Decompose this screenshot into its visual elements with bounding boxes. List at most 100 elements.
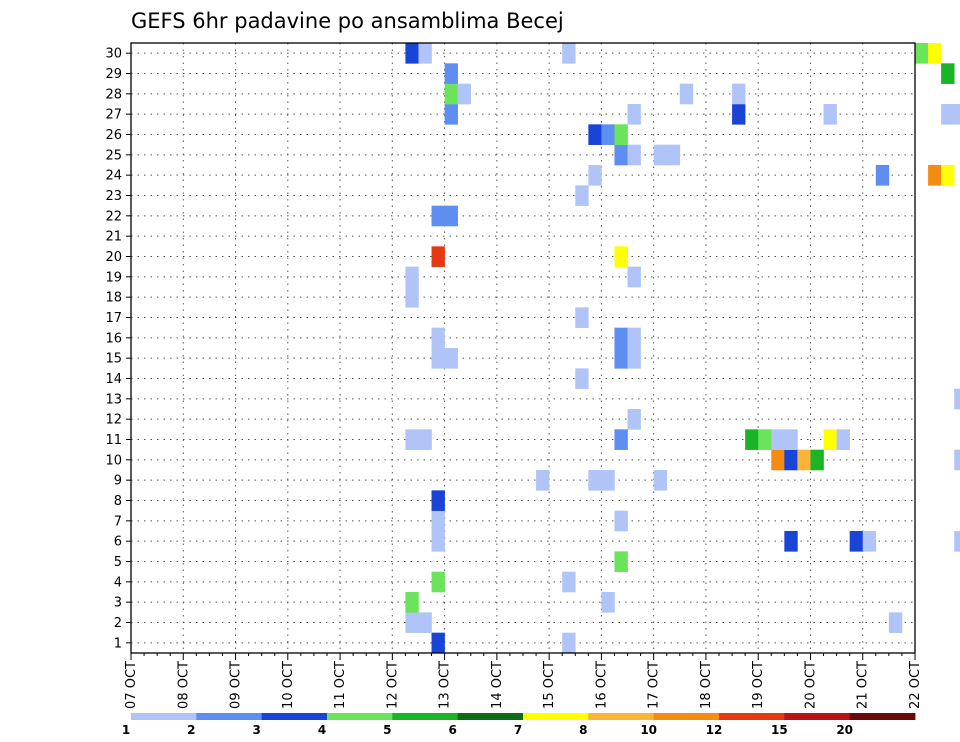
y-tick-label: 27 <box>105 108 122 123</box>
heatmap-cell <box>575 307 589 328</box>
heatmap-cell <box>732 83 746 105</box>
y-tick-label: 18 <box>105 291 122 306</box>
heatmap-cell <box>784 429 798 450</box>
y-tick-label: 17 <box>105 311 122 326</box>
x-tick-label: 09 OCT <box>229 661 244 709</box>
colorbar-label: 15 <box>771 723 788 737</box>
heatmap-cell <box>915 43 929 64</box>
colorbar-swatch <box>457 713 524 720</box>
heatmap-cell <box>588 470 602 491</box>
colorbar-label: 6 <box>448 723 456 737</box>
y-tick-label: 19 <box>105 270 122 285</box>
heatmap-cell <box>823 429 837 450</box>
heatmap-cell <box>444 205 458 227</box>
x-tick-label: 16 OCT <box>594 661 609 709</box>
heatmap-cell <box>405 592 419 613</box>
heatmap-cell <box>954 388 960 410</box>
heatmap-cell <box>627 266 641 288</box>
heatmap-cell <box>418 429 432 450</box>
y-tick-label: 25 <box>105 148 122 163</box>
colorbar-label: 1 <box>122 723 130 737</box>
x-tick-label: 08 OCT <box>176 661 191 709</box>
heatmap-cell <box>941 165 955 186</box>
heatmap-cell <box>758 429 772 450</box>
y-tick-label: 29 <box>105 67 122 82</box>
heatmap-cell <box>562 632 576 654</box>
heatmap-cell <box>614 348 628 369</box>
colorbar-label: 10 <box>640 723 657 737</box>
heatmap-cell <box>862 531 877 552</box>
colorbar-swatch <box>327 713 393 720</box>
heatmap-cell <box>444 83 458 105</box>
heatmap-cell <box>444 63 458 84</box>
heatmap-cell <box>653 144 668 166</box>
heatmap-cell <box>405 612 419 633</box>
y-tick-label: 9 <box>114 474 122 489</box>
heatmap-cell <box>614 246 628 267</box>
x-tick-label: 19 OCT <box>751 661 766 709</box>
heatmap-cell <box>431 246 445 267</box>
colorbar-swatch <box>719 713 785 720</box>
heatmap-cell <box>601 124 615 145</box>
heatmap-cell <box>784 531 798 552</box>
y-tick-label: 6 <box>114 535 122 550</box>
y-tick-label: 5 <box>114 555 122 570</box>
heatmap-cell <box>575 185 589 206</box>
heatmap-cell <box>431 205 445 227</box>
heatmap-cell <box>431 510 445 532</box>
heatmap-cell <box>457 83 472 105</box>
heatmap-cell <box>405 429 419 450</box>
heatmap-cell <box>444 104 458 125</box>
y-tick-label: 14 <box>105 372 122 387</box>
colorbar-swatch <box>196 713 263 720</box>
heatmap-cell <box>954 531 960 552</box>
y-tick-label: 11 <box>105 433 122 448</box>
heatmap-cell <box>745 429 759 450</box>
y-tick-label: 15 <box>105 352 122 367</box>
y-tick-label: 3 <box>114 596 122 611</box>
heatmap-cell <box>575 368 589 389</box>
colorbar-label: 12 <box>706 723 723 737</box>
heatmap-cell <box>849 531 864 552</box>
heatmap-cell <box>588 124 602 145</box>
heatmap-cell <box>405 287 419 308</box>
x-tick-label: 21 OCT <box>856 661 871 709</box>
colorbar-swatch <box>588 713 655 720</box>
heatmap-cell <box>954 104 960 125</box>
heatmap-cell <box>771 449 785 471</box>
heatmap-cell <box>418 43 432 64</box>
y-tick-label: 7 <box>114 514 122 529</box>
y-tick-label: 1 <box>114 636 122 651</box>
y-tick-label: 26 <box>105 128 122 143</box>
heatmap-cell <box>431 327 445 349</box>
heatmap-cell <box>941 63 955 84</box>
x-tick-label: 07 OCT <box>124 661 139 709</box>
heatmap-cell <box>771 429 785 450</box>
y-tick-label: 12 <box>105 413 122 428</box>
colorbar-swatch <box>784 713 851 720</box>
y-tick-label: 20 <box>105 250 122 265</box>
heatmap-cell <box>614 124 628 145</box>
heatmap-cell <box>431 632 445 654</box>
y-tick-label: 24 <box>105 169 122 184</box>
heatmap-cell <box>601 592 615 613</box>
colorbar-swatch <box>523 713 589 720</box>
y-tick-label: 13 <box>105 392 122 407</box>
heatmap-cell <box>614 551 628 572</box>
heatmap-cell <box>444 348 458 369</box>
heatmap-cell <box>888 612 903 633</box>
chart-title: GEFS 6hr padavine po ansamblima Becej <box>131 9 564 33</box>
heatmap-cell <box>431 490 445 511</box>
heatmap-cell <box>954 449 960 471</box>
y-tick-label: 8 <box>114 494 122 509</box>
x-tick-label: 18 OCT <box>699 661 714 709</box>
colorbar-swatch <box>261 713 328 720</box>
heatmap-cell <box>627 327 641 349</box>
heatmap-cell <box>405 266 419 288</box>
x-tick-label: 20 OCT <box>803 661 818 709</box>
y-tick-label: 16 <box>105 331 122 346</box>
heatmap-cell <box>823 104 837 125</box>
heatmap-cell <box>810 449 824 471</box>
heatmap-cell <box>601 470 615 491</box>
grid <box>131 43 915 653</box>
